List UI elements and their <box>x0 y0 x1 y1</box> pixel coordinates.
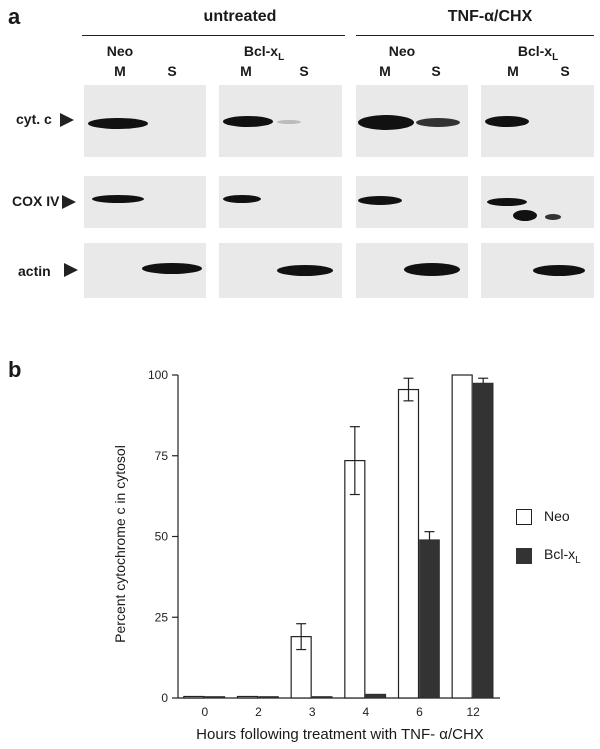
panel-a-letter: a <box>8 4 21 29</box>
y-axis-label: Percent cytochrome c in cytosol <box>112 445 128 643</box>
blot-strip <box>219 176 342 228</box>
blot-band <box>358 115 414 130</box>
blot-strip <box>356 85 468 157</box>
blot-band <box>92 195 144 203</box>
x-tick-label: 12 <box>466 705 480 719</box>
blot-strip <box>356 243 468 298</box>
blot-strip <box>84 85 206 157</box>
blot-strip <box>84 176 206 228</box>
y-tick-label: 0 <box>161 691 168 705</box>
y-tick-label: 50 <box>155 530 169 544</box>
bar-bclxl <box>472 382 494 699</box>
row-label-actin: actin <box>18 263 51 279</box>
arrow-icon <box>64 263 78 277</box>
blot-band <box>404 263 460 276</box>
legend-swatch-bclxl <box>516 548 532 564</box>
row-label-cyt-c: cyt. c <box>16 111 52 127</box>
blot-strip <box>481 85 594 157</box>
lane-label-s: S <box>167 63 177 79</box>
blot-band <box>223 195 261 203</box>
lane-label-m: M <box>507 63 519 79</box>
condition-label-neo-1: Neo <box>106 43 134 59</box>
group-label-untreated: untreated <box>203 8 277 25</box>
bar-neo <box>451 374 473 699</box>
bar-neo <box>397 388 420 699</box>
blot-strip <box>481 176 594 228</box>
blot-band <box>533 265 585 276</box>
bar-bclxl <box>204 696 226 699</box>
group-label-tnf-chx: TNF-α/CHX <box>447 8 533 25</box>
blot-band <box>545 214 561 220</box>
bar-neo <box>236 695 259 699</box>
group-rule-tnf-chx <box>356 35 594 36</box>
x-tick-label: 2 <box>255 705 262 719</box>
y-tick-label: 100 <box>148 368 168 382</box>
blot-band <box>485 116 529 127</box>
lane-label-m: M <box>240 63 252 79</box>
blot-band <box>142 263 202 274</box>
lane-label-s: S <box>431 63 441 79</box>
blot-band <box>513 210 537 221</box>
panel-b-letter: b <box>8 357 22 382</box>
lane-label-m: M <box>114 63 126 79</box>
blot-strip <box>219 243 342 298</box>
condition-label-bclxl-2: Bcl-xL <box>517 43 559 63</box>
lane-label-m: M <box>379 63 391 79</box>
blot-strip <box>481 243 594 298</box>
x-tick-label: 6 <box>416 705 423 719</box>
x-tick-label: 3 <box>309 705 316 719</box>
blot-strip <box>84 243 206 298</box>
blot-strip <box>219 85 342 157</box>
condition-label-bclxl-1: Bcl-xL <box>243 43 285 63</box>
blot-band <box>223 116 273 127</box>
lane-label-s: S <box>299 63 309 79</box>
blot-strip <box>356 176 468 228</box>
x-tick-label: 0 <box>201 705 208 719</box>
legend-swatch-neo <box>516 509 532 525</box>
blot-band <box>277 265 333 276</box>
bar-bclxl <box>258 696 279 699</box>
bar-neo <box>344 459 366 699</box>
y-tick-label: 75 <box>155 449 169 463</box>
bar-bclxl <box>365 693 387 699</box>
row-label-cox-iv: COX IV <box>12 193 60 209</box>
blot-band <box>277 120 301 124</box>
arrow-icon <box>62 195 76 209</box>
bar-bclxl <box>419 539 440 699</box>
lane-label-s: S <box>560 63 570 79</box>
x-tick-label: 4 <box>362 705 369 719</box>
blot-band <box>358 196 402 205</box>
legend-label-bclxl: Bcl-xL <box>544 546 581 566</box>
x-axis-label: Hours following treatment with TNF- α/CH… <box>196 726 484 743</box>
group-rule-untreated <box>82 35 345 36</box>
condition-label-neo-2: Neo <box>388 43 416 59</box>
bar-neo <box>183 695 205 699</box>
legend-label-neo: Neo <box>544 508 570 524</box>
arrow-icon <box>60 113 74 127</box>
bar-bclxl <box>311 696 333 699</box>
blot-band <box>88 118 148 129</box>
blot-band <box>416 118 460 127</box>
y-tick-label: 25 <box>155 610 169 624</box>
blot-band <box>487 198 527 206</box>
